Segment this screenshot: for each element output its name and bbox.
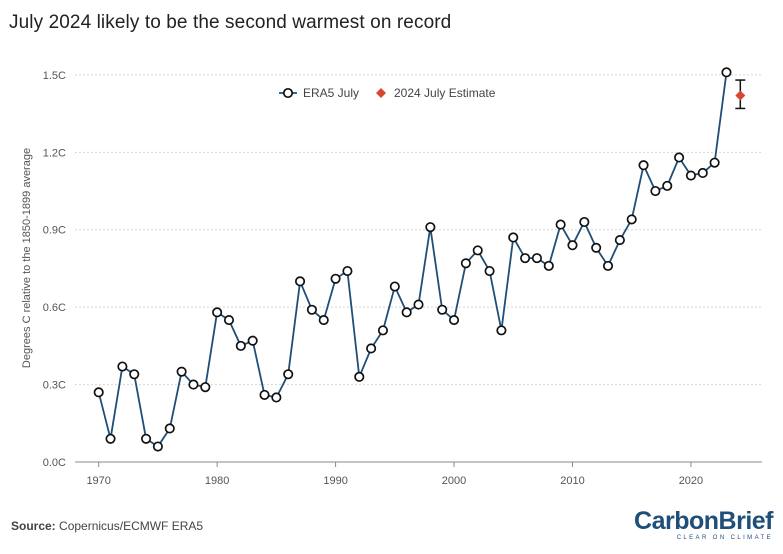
era5-july-point — [508, 232, 519, 243]
era5-july-point — [176, 366, 187, 377]
era5-july-point — [117, 361, 128, 372]
legend-label-era5: ERA5 July — [303, 86, 359, 100]
era5-july-line — [97, 72, 728, 448]
era5-july-point — [401, 307, 412, 318]
era5-july-point — [614, 235, 625, 246]
y-tick-label: 1.2C — [43, 147, 66, 159]
era5-july-point — [295, 276, 306, 287]
era5-july-point — [472, 245, 483, 256]
era5-july-point — [247, 335, 258, 346]
era5-july-point — [520, 253, 531, 264]
legend: ERA5 July 2024 July Estimate — [279, 86, 496, 100]
era5-july-point — [567, 240, 578, 251]
y-tick-label: 0.3C — [43, 380, 66, 392]
era5-july-point — [259, 389, 270, 400]
era5-july-point — [129, 369, 140, 380]
y-tick-label: 0.6C — [43, 302, 66, 314]
source-text: Copernicus/ECMWF ERA5 — [59, 519, 204, 533]
era5-july-point — [555, 219, 566, 230]
era5-july-point — [460, 258, 471, 269]
legend-label-estimate: 2024 July Estimate — [394, 86, 496, 100]
legend-marker-estimate — [376, 88, 386, 98]
source-note: Source: Copernicus/ECMWF ERA5 — [11, 519, 203, 533]
era5-july-point — [591, 242, 602, 253]
era5-july-point — [413, 299, 424, 310]
y-axis-label: Degrees C relative to the 1850-1899 aver… — [21, 148, 33, 368]
era5-july-point — [602, 260, 614, 271]
era5-july-point — [164, 423, 175, 434]
gridlines — [75, 74, 762, 463]
era5-july-point — [685, 170, 696, 181]
era5-july-point — [662, 180, 673, 191]
era5-july-point — [342, 265, 353, 277]
era5-july-point — [283, 369, 294, 380]
era5-july-point — [354, 371, 365, 382]
x-tick-label: 1990 — [323, 475, 347, 487]
era5-july-point — [200, 382, 211, 393]
era5-july-point — [377, 325, 389, 336]
era5-july-point — [579, 216, 590, 228]
era5-july-point — [141, 433, 152, 444]
era5-july-point — [188, 379, 199, 390]
era5-july-point — [212, 307, 223, 318]
era5-july-point — [318, 315, 329, 326]
x-tick-label: 1980 — [205, 475, 229, 487]
chart-svg: 0.0C 0.3C 0.6C 0.9C 1.2C 1.5C 1970 1980 1990 2000… — [21, 67, 762, 487]
era5-july-point — [366, 343, 377, 354]
y-tick-label: 1.5C — [43, 70, 66, 82]
era5-july-point — [650, 185, 661, 197]
era5-july-point — [709, 157, 720, 168]
era5-july-point — [223, 315, 235, 326]
source-label: Source: — [11, 519, 56, 533]
era5-july-point — [152, 441, 163, 452]
y-tick-label: 0.0C — [43, 457, 66, 469]
era5-july-point — [448, 315, 460, 326]
era5-july-point — [235, 340, 246, 351]
era5-july-point — [425, 222, 436, 233]
logo-tagline: CLEAR ON CLIMATE — [676, 535, 773, 541]
x-tick-label: 2000 — [442, 475, 466, 487]
series-layer — [93, 67, 746, 452]
era5-july-point — [306, 304, 317, 315]
x-tick-label: 2010 — [560, 475, 584, 487]
era5-july-point — [271, 392, 282, 403]
legend-marker-era5 — [282, 87, 294, 99]
logo-brand: CarbonBrief — [634, 507, 773, 535]
era5-july-point — [543, 260, 554, 271]
x-tick-label: 2020 — [679, 475, 703, 487]
era5-july-point — [330, 273, 341, 284]
x-tick-label: 1970 — [86, 475, 110, 487]
chart-title: July 2024 likely to be the second warmes… — [9, 12, 452, 33]
era5-july-point — [105, 433, 116, 444]
era5-july-point — [638, 160, 649, 171]
y-axis-label-group: Degrees C relative to the 1850-1899 aver… — [21, 148, 33, 368]
era5-july-point — [531, 253, 542, 264]
era5-july-point — [674, 152, 685, 163]
era5-july-point — [484, 265, 495, 277]
y-tick-label: 0.9C — [43, 225, 66, 237]
era5-july-point — [626, 214, 637, 225]
axes: 0.0C 0.3C 0.6C 0.9C 1.2C 1.5C 1970 1980 1990 2000… — [43, 70, 703, 487]
era5-july-point — [93, 387, 104, 398]
era5-july-point — [389, 281, 400, 292]
era5-july-point — [697, 167, 708, 179]
era5-july-point — [721, 67, 732, 78]
era5-july-point — [496, 325, 507, 336]
estimate-point — [735, 90, 746, 101]
era5-july-point — [437, 304, 448, 315]
carbonbrief-logo: CarbonBrief CLEAR ON CLIMATE — [634, 507, 773, 542]
